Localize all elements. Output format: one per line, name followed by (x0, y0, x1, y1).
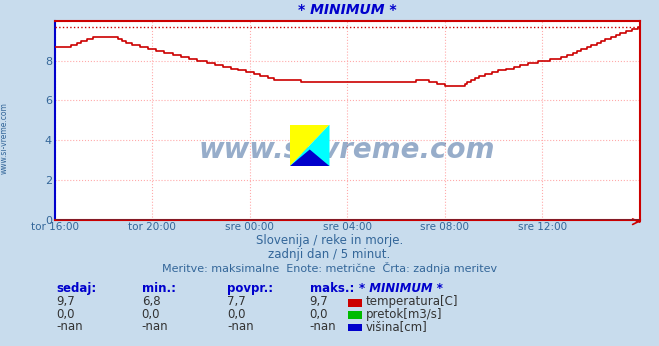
Text: Slovenija / reke in morje.: Slovenija / reke in morje. (256, 234, 403, 247)
Text: zadnji dan / 5 minut.: zadnji dan / 5 minut. (268, 248, 391, 261)
Text: pretok[m3/s]: pretok[m3/s] (366, 308, 442, 321)
Polygon shape (290, 149, 330, 166)
Text: 9,7: 9,7 (56, 295, 74, 308)
Text: 7,7: 7,7 (227, 295, 246, 308)
Text: povpr.:: povpr.: (227, 282, 273, 295)
Text: -nan: -nan (142, 320, 168, 333)
Text: -nan: -nan (56, 320, 82, 333)
Text: 0,0: 0,0 (56, 308, 74, 321)
Text: temperatura[C]: temperatura[C] (366, 295, 458, 308)
Text: 0,0: 0,0 (142, 308, 160, 321)
Text: maks.:: maks.: (310, 282, 354, 295)
Text: višina[cm]: višina[cm] (366, 320, 428, 333)
Text: 9,7: 9,7 (310, 295, 328, 308)
Text: www.si-vreme.com: www.si-vreme.com (0, 102, 9, 174)
Text: Meritve: maksimalne  Enote: metrične  Črta: zadnja meritev: Meritve: maksimalne Enote: metrične Črta… (162, 262, 497, 274)
Polygon shape (290, 125, 330, 166)
Text: 0,0: 0,0 (227, 308, 246, 321)
Text: sedaj:: sedaj: (56, 282, 96, 295)
Text: 6,8: 6,8 (142, 295, 160, 308)
Text: min.:: min.: (142, 282, 176, 295)
Text: -nan: -nan (310, 320, 336, 333)
Title: * MINIMUM *: * MINIMUM * (298, 3, 397, 17)
Polygon shape (290, 125, 330, 166)
Text: 0,0: 0,0 (310, 308, 328, 321)
Text: -nan: -nan (227, 320, 254, 333)
Text: * MINIMUM *: * MINIMUM * (359, 282, 443, 295)
Text: www.si-vreme.com: www.si-vreme.com (199, 136, 496, 164)
